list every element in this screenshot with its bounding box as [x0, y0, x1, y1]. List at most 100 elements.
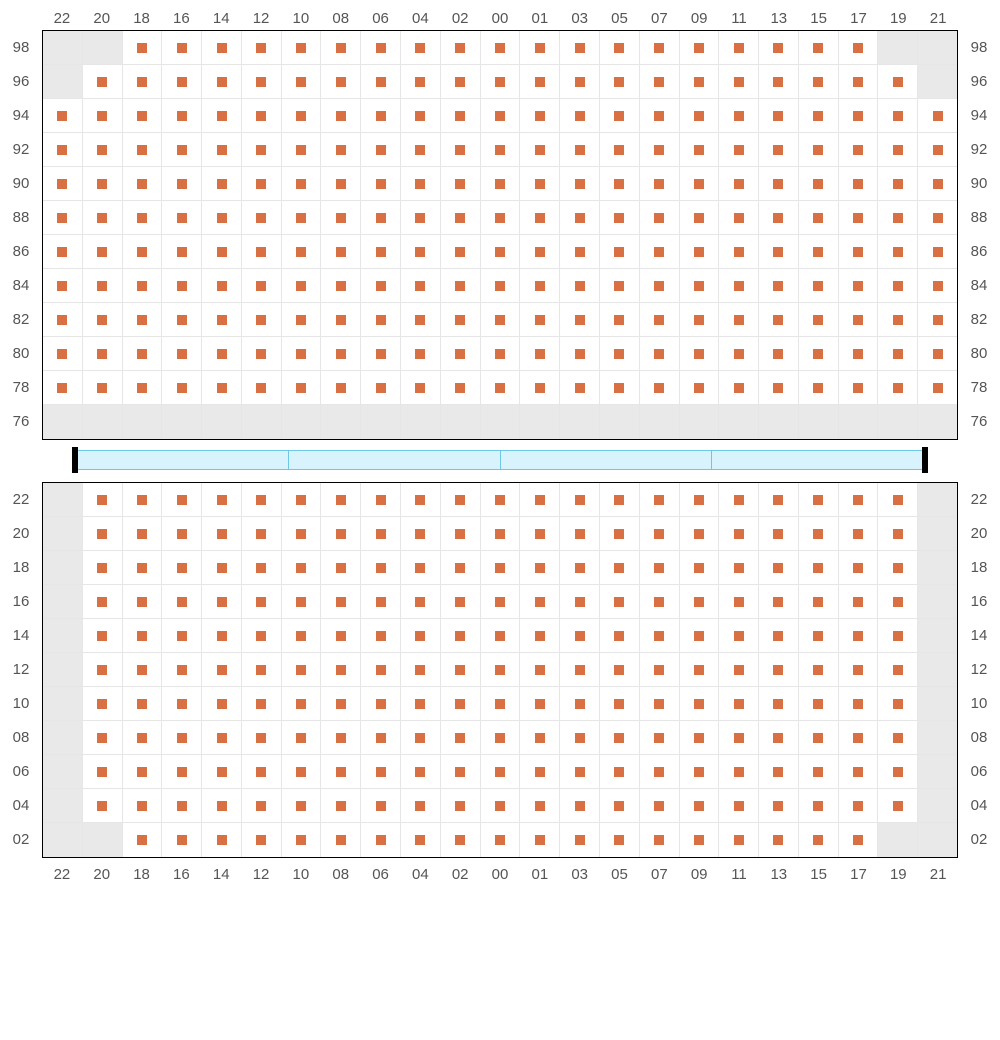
seat-cell[interactable]: [918, 99, 957, 133]
seat-cell[interactable]: [242, 585, 282, 619]
seat-cell[interactable]: [123, 133, 163, 167]
seat-cell[interactable]: [640, 269, 680, 303]
seat-cell[interactable]: [202, 721, 242, 755]
seat-cell[interactable]: [640, 619, 680, 653]
seat-cell[interactable]: [759, 517, 799, 551]
seat-cell[interactable]: [123, 619, 163, 653]
seat-cell[interactable]: [560, 483, 600, 517]
seat-cell[interactable]: [600, 687, 640, 721]
seat-cell[interactable]: [242, 517, 282, 551]
seat-cell[interactable]: [83, 721, 123, 755]
seat-cell[interactable]: [680, 517, 720, 551]
seat-cell[interactable]: [441, 721, 481, 755]
seat-cell[interactable]: [680, 823, 720, 857]
seat-cell[interactable]: [441, 269, 481, 303]
seat-cell[interactable]: [162, 167, 202, 201]
seat-cell[interactable]: [560, 303, 600, 337]
seat-cell[interactable]: [560, 653, 600, 687]
seat-cell[interactable]: [719, 721, 759, 755]
seat-cell[interactable]: [361, 721, 401, 755]
seat-cell[interactable]: [600, 619, 640, 653]
seat-cell[interactable]: [202, 687, 242, 721]
seat-cell[interactable]: [282, 517, 322, 551]
seat-cell[interactable]: [759, 65, 799, 99]
seat-cell[interactable]: [83, 303, 123, 337]
seat-cell[interactable]: [123, 585, 163, 619]
seat-cell[interactable]: [83, 371, 123, 405]
seat-cell[interactable]: [560, 337, 600, 371]
seat-cell[interactable]: [680, 269, 720, 303]
seat-cell[interactable]: [282, 789, 322, 823]
seat-cell[interactable]: [123, 167, 163, 201]
seat-cell[interactable]: [839, 31, 879, 65]
seat-cell[interactable]: [520, 65, 560, 99]
seat-cell[interactable]: [162, 371, 202, 405]
seat-cell[interactable]: [520, 653, 560, 687]
seat-cell[interactable]: [600, 167, 640, 201]
seat-cell[interactable]: [401, 721, 441, 755]
seat-cell[interactable]: [83, 687, 123, 721]
seat-cell[interactable]: [759, 269, 799, 303]
seat-cell[interactable]: [202, 31, 242, 65]
seat-cell[interactable]: [839, 65, 879, 99]
seat-cell[interactable]: [361, 371, 401, 405]
seat-cell[interactable]: [600, 269, 640, 303]
seat-cell[interactable]: [202, 551, 242, 585]
seat-cell[interactable]: [282, 483, 322, 517]
seat-cell[interactable]: [520, 201, 560, 235]
seat-cell[interactable]: [481, 337, 521, 371]
seat-cell[interactable]: [918, 371, 957, 405]
seat-cell[interactable]: [878, 235, 918, 269]
seat-cell[interactable]: [520, 619, 560, 653]
seat-cell[interactable]: [282, 65, 322, 99]
seat-cell[interactable]: [242, 823, 282, 857]
seat-cell[interactable]: [520, 337, 560, 371]
seat-cell[interactable]: [600, 201, 640, 235]
seat-cell[interactable]: [162, 619, 202, 653]
seat-cell[interactable]: [680, 201, 720, 235]
seat-cell[interactable]: [640, 371, 680, 405]
seat-cell[interactable]: [202, 235, 242, 269]
seat-cell[interactable]: [321, 721, 361, 755]
seat-cell[interactable]: [242, 551, 282, 585]
seat-cell[interactable]: [481, 517, 521, 551]
seat-cell[interactable]: [878, 687, 918, 721]
seat-cell[interactable]: [481, 789, 521, 823]
seat-cell[interactable]: [839, 133, 879, 167]
seat-cell[interactable]: [481, 65, 521, 99]
seat-cell[interactable]: [520, 235, 560, 269]
seat-cell[interactable]: [401, 517, 441, 551]
seat-cell[interactable]: [123, 551, 163, 585]
seat-cell[interactable]: [202, 619, 242, 653]
seat-cell[interactable]: [878, 269, 918, 303]
seat-cell[interactable]: [481, 483, 521, 517]
seat-cell[interactable]: [918, 167, 957, 201]
seat-cell[interactable]: [441, 167, 481, 201]
seat-cell[interactable]: [918, 235, 957, 269]
seat-cell[interactable]: [282, 687, 322, 721]
seat-cell[interactable]: [839, 303, 879, 337]
seat-cell[interactable]: [481, 99, 521, 133]
seat-cell[interactable]: [560, 551, 600, 585]
seat-cell[interactable]: [481, 585, 521, 619]
seat-cell[interactable]: [839, 721, 879, 755]
seat-cell[interactable]: [719, 551, 759, 585]
seat-cell[interactable]: [680, 133, 720, 167]
seat-cell[interactable]: [123, 65, 163, 99]
seat-cell[interactable]: [600, 755, 640, 789]
seat-cell[interactable]: [361, 619, 401, 653]
seat-cell[interactable]: [640, 31, 680, 65]
seat-cell[interactable]: [162, 653, 202, 687]
seat-cell[interactable]: [520, 269, 560, 303]
seat-cell[interactable]: [162, 551, 202, 585]
seat-cell[interactable]: [878, 337, 918, 371]
seat-cell[interactable]: [481, 269, 521, 303]
seat-cell[interactable]: [83, 551, 123, 585]
seat-cell[interactable]: [878, 585, 918, 619]
seat-cell[interactable]: [83, 133, 123, 167]
seat-cell[interactable]: [123, 235, 163, 269]
seat-cell[interactable]: [441, 99, 481, 133]
seat-cell[interactable]: [481, 235, 521, 269]
seat-cell[interactable]: [361, 823, 401, 857]
seat-cell[interactable]: [481, 167, 521, 201]
